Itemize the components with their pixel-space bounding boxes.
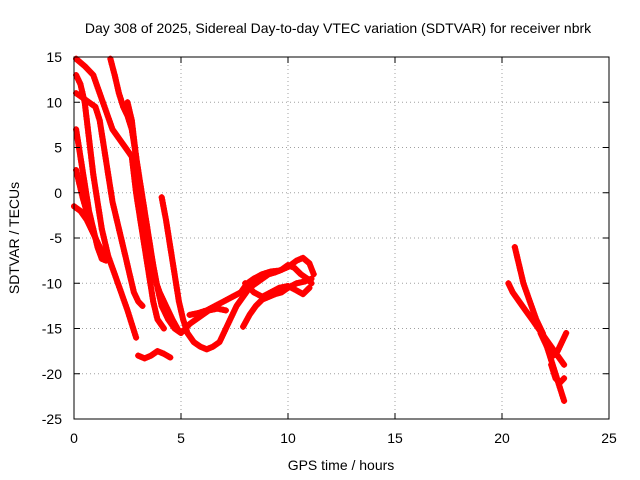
x-axis-label: GPS time / hours bbox=[288, 457, 395, 473]
data-point-marker bbox=[133, 334, 140, 341]
series-track-9 bbox=[135, 348, 174, 362]
x-tick-label: 15 bbox=[387, 430, 403, 446]
y-axis-label: SDTVAR / TECUs bbox=[6, 182, 22, 294]
data-point-marker bbox=[222, 307, 229, 314]
series-layer bbox=[71, 55, 570, 404]
data-point-marker bbox=[139, 302, 146, 309]
data-point-marker bbox=[563, 330, 570, 336]
x-tick-label: 0 bbox=[70, 430, 78, 446]
tick-layer: 0 5 10 15 20 25 -25 -20 -15 -10 -5 0 5 10 15 bbox=[42, 49, 617, 446]
chart-title: Day 308 of 2025, Sidereal Day-to-day VTE… bbox=[85, 20, 592, 36]
series-track-11 bbox=[186, 254, 317, 318]
x-tick-label: 25 bbox=[601, 430, 617, 446]
y-tick-label: 10 bbox=[46, 94, 62, 110]
data-point-marker bbox=[160, 325, 167, 332]
y-tick-label: 15 bbox=[46, 49, 62, 65]
series-track-5 bbox=[73, 90, 146, 309]
grid-layer bbox=[74, 57, 609, 419]
data-point-marker bbox=[306, 284, 313, 291]
series-track-13 bbox=[242, 280, 313, 300]
series-track-16 bbox=[537, 330, 570, 359]
data-point-marker bbox=[561, 375, 568, 382]
data-point-marker bbox=[259, 271, 266, 278]
data-point-marker bbox=[132, 331, 139, 338]
x-tick-label: 20 bbox=[494, 430, 510, 446]
data-point-marker bbox=[306, 260, 313, 267]
data-point-marker bbox=[195, 310, 202, 317]
data-point-marker bbox=[561, 397, 568, 404]
data-point-marker bbox=[308, 275, 315, 282]
y-tick-label: 5 bbox=[54, 140, 62, 156]
series-track-17 bbox=[548, 361, 568, 386]
data-point-marker bbox=[310, 271, 317, 278]
y-tick-label: -10 bbox=[42, 275, 62, 291]
data-point-marker bbox=[167, 354, 174, 361]
y-tick-label: -15 bbox=[42, 321, 62, 337]
y-tick-label: -5 bbox=[50, 230, 63, 246]
data-point-marker bbox=[265, 269, 271, 276]
y-tick-label: 0 bbox=[54, 185, 62, 201]
data-point-marker bbox=[561, 361, 568, 368]
y-tick-label: -25 bbox=[42, 411, 62, 427]
data-point-marker bbox=[180, 316, 187, 323]
x-tick-label: 5 bbox=[177, 430, 185, 446]
y-tick-label: -20 bbox=[42, 366, 62, 382]
data-point-marker bbox=[200, 308, 207, 315]
x-tick-label: 10 bbox=[280, 430, 296, 446]
series-track-6 bbox=[73, 55, 167, 332]
